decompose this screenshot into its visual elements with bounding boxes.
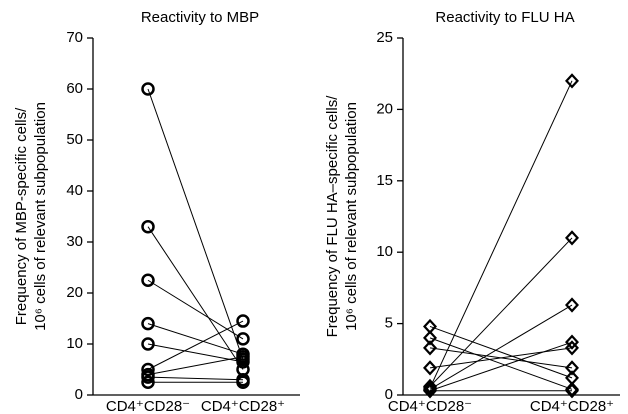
y-tick-label: 0 [75, 386, 83, 403]
marker [565, 360, 579, 376]
marker [565, 383, 579, 399]
pair-line [429, 237, 573, 387]
chart-title: Reactivity to FLU HA [435, 9, 574, 26]
x-tick-label: CD4⁺CD28⁻ [106, 398, 190, 414]
y-axis-label: 10⁶ cells of relevant subpopulation [343, 102, 360, 331]
pair-line [429, 341, 573, 392]
marker [141, 273, 155, 287]
marker [141, 316, 155, 331]
x-tick-label: CD4⁺CD28⁺ [530, 398, 614, 414]
marker [141, 375, 155, 389]
y-tick-label: 0 [385, 386, 393, 403]
marker [423, 378, 437, 395]
chart-title: Reactivity to MBP [141, 9, 259, 26]
marker [423, 340, 437, 356]
marker [565, 230, 579, 246]
y-axis-label: Frequency of FLU HA–specific cells/ [324, 95, 341, 338]
marker [236, 375, 250, 389]
y-tick-label: 10 [66, 335, 83, 352]
y-tick-label: 40 [66, 182, 83, 199]
pair-line [429, 80, 573, 389]
marker [565, 297, 579, 313]
marker [141, 219, 155, 234]
y-tick-label: 60 [66, 80, 83, 97]
y-tick-label: 25 [376, 29, 393, 46]
y-tick-label: 70 [66, 29, 83, 46]
y-tick-label: 50 [66, 131, 83, 148]
marker [423, 360, 437, 376]
marker [423, 330, 437, 346]
marker [141, 362, 155, 377]
y-axis-label: Frequency of MBP-specific cells/ [13, 107, 30, 325]
marker [565, 334, 579, 350]
pair-line [147, 356, 244, 376]
pair-line [147, 226, 244, 370]
pair-line [429, 325, 573, 379]
pair-line [429, 347, 573, 369]
pair-line [147, 279, 244, 340]
marker [236, 355, 250, 369]
marker [141, 337, 155, 351]
y-tick-label: 5 [385, 315, 393, 332]
marker [141, 370, 155, 384]
y-tick-label: 10 [376, 243, 393, 260]
y-tick-label: 20 [66, 284, 83, 301]
x-tick-label: CD4⁺CD28⁺ [201, 398, 285, 414]
marker [236, 332, 250, 346]
pair-line [429, 304, 573, 390]
marker [236, 350, 250, 364]
pair-line [147, 376, 244, 381]
marker [565, 340, 579, 356]
y-tick-label: 20 [376, 100, 393, 117]
marker [236, 314, 250, 328]
x-tick-label: CD4⁺CD28⁻ [388, 398, 472, 414]
y-tick-label: 30 [66, 233, 83, 250]
pair-line [147, 88, 244, 360]
marker [423, 383, 437, 399]
pair-line [147, 320, 244, 370]
pair-line [147, 323, 244, 355]
y-axis-label: 10⁶ cells of relevant subpopulation [32, 102, 49, 331]
pair-line [429, 337, 573, 390]
y-tick-label: 15 [376, 172, 393, 189]
pair-line [147, 343, 244, 363]
marker [141, 82, 155, 96]
marker [565, 73, 579, 89]
